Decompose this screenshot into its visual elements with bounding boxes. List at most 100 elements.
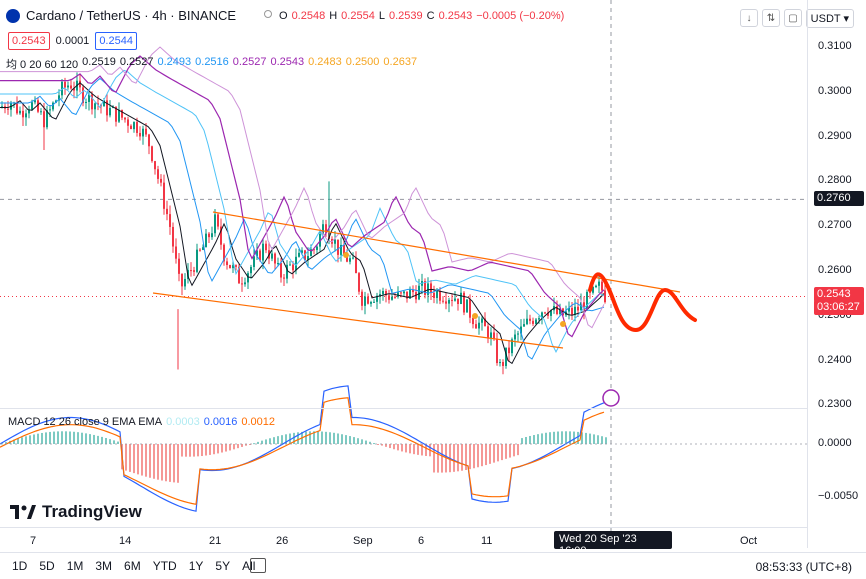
- macd-value: 0.0016: [203, 416, 238, 428]
- signal-dot: [343, 252, 349, 258]
- candle-body: [253, 256, 255, 267]
- spread-value: 0.0001: [55, 35, 90, 47]
- price-axis[interactable]: 0.3100 0.3000 0.2900 0.2800 0.2700 0.2600 0.25…: [807, 0, 866, 548]
- down-arrow-icon[interactable]: ↓: [740, 9, 758, 27]
- macd-histogram-bar: [529, 435, 531, 444]
- candle-body: [148, 134, 150, 147]
- period-3m[interactable]: 3M: [95, 559, 113, 573]
- macd-legend[interactable]: MACD 12 26 close 9 EMA EMA 0.0003 0.0016 0…: [8, 416, 275, 428]
- macd-histogram-bar: [501, 444, 503, 461]
- candle-body: [70, 85, 72, 89]
- event-flag-icon: [602, 389, 620, 407]
- status-dot-icon: [264, 10, 272, 18]
- macd-histogram-bar: [57, 431, 59, 444]
- candle-body: [256, 250, 258, 257]
- candle-body: [433, 292, 435, 298]
- time-tick-label: Sep: [353, 535, 373, 547]
- candle-body: [172, 226, 174, 247]
- candle-body: [379, 294, 381, 296]
- macd-histogram-bar: [401, 444, 403, 452]
- macd-tick-label: −0.0050: [818, 490, 859, 502]
- macd-histogram-bar: [541, 433, 543, 444]
- candle-body: [382, 290, 384, 295]
- ma60b-line: [0, 69, 605, 354]
- currency-select[interactable]: USDT ▾: [805, 9, 854, 28]
- candle-body: [598, 281, 600, 286]
- time-tick-label: 14: [119, 535, 132, 547]
- macd-histogram-bar: [37, 433, 39, 444]
- candle-body: [310, 249, 312, 257]
- candle-body: [367, 296, 369, 304]
- macd-histogram-bar: [589, 433, 591, 444]
- macd-histogram-bar: [497, 444, 499, 462]
- candle-body: [94, 103, 96, 110]
- macd-histogram-bar: [41, 432, 43, 444]
- symbol-header[interactable]: Cardano / TetherUS · 4h · BINANCE: [6, 8, 236, 23]
- period-1y[interactable]: 1Y: [188, 559, 204, 573]
- tradingview-logo[interactable]: TradingView: [10, 502, 142, 522]
- candle-body: [208, 233, 210, 238]
- period-5y[interactable]: 5Y: [215, 559, 231, 573]
- compare-icon[interactable]: ⇅: [762, 9, 780, 27]
- macd-histogram-bar: [457, 444, 459, 472]
- clock[interactable]: 08:53:33 (UTC+8): [755, 560, 852, 574]
- candle-body: [178, 258, 180, 274]
- buy-button[interactable]: 0.2544: [95, 32, 137, 50]
- period-5d[interactable]: 5D: [39, 559, 55, 573]
- candle-body: [448, 299, 450, 304]
- period-1m[interactable]: 1M: [66, 559, 84, 573]
- candle-body: [403, 291, 405, 294]
- pane-divider[interactable]: [0, 408, 807, 409]
- time-tick-label: 7: [30, 535, 37, 547]
- candle-body: [124, 117, 126, 120]
- candle-body: [214, 214, 216, 234]
- sell-button[interactable]: 0.2543: [8, 32, 50, 50]
- macd-histogram-bar: [5, 442, 7, 444]
- macd-histogram-bar: [557, 431, 559, 444]
- macd-histogram-bar: [261, 440, 263, 444]
- candle-body: [412, 289, 414, 293]
- period-6m[interactable]: 6M: [124, 559, 141, 573]
- candle-body: [571, 307, 573, 315]
- ma120-line: [0, 55, 605, 338]
- macd-histogram-bar: [509, 444, 511, 458]
- period-ytd[interactable]: YTD: [152, 559, 177, 573]
- macd-histogram-bar: [473, 444, 475, 469]
- macd-histogram-bar: [185, 444, 187, 457]
- ohlc-readout: O 0.2548 H 0.2554 L 0.2539 C 0.2543 −0.0005 …: [264, 10, 564, 22]
- candle-body: [199, 249, 201, 251]
- candle-body: [103, 100, 105, 107]
- macd-histogram-bar: [469, 444, 471, 470]
- macd-histogram-bar: [201, 444, 203, 457]
- macd-histogram-bar: [313, 431, 315, 444]
- candle-body: [400, 292, 402, 294]
- macd-histogram-bar: [333, 432, 335, 444]
- macd-histogram-bar: [133, 444, 135, 474]
- ma-legend[interactable]: 均 0 20 60 120 0.2519 0.2527 0.2493 0.2516 0.…: [6, 56, 417, 72]
- period-1d[interactable]: 1D: [12, 559, 28, 573]
- macd-histogram-bar: [145, 444, 147, 477]
- macd-value: 0.0012: [241, 416, 276, 428]
- macd-histogram-bar: [405, 444, 407, 453]
- candle-body: [175, 246, 177, 259]
- macd-histogram-bar: [209, 444, 211, 455]
- macd-histogram-bar: [601, 436, 603, 444]
- period-all[interactable]: All: [242, 559, 256, 573]
- candle-body: [601, 281, 603, 291]
- candle-body: [595, 285, 597, 288]
- maximize-icon[interactable]: ▢: [784, 9, 802, 27]
- calendar-icon[interactable]: [250, 558, 266, 573]
- candle-body: [220, 226, 222, 245]
- symbol-title[interactable]: Cardano / TetherUS · 4h · BINANCE: [26, 8, 237, 23]
- candle-body: [241, 283, 243, 285]
- time-tick-label: 6: [418, 535, 425, 547]
- candle-body: [394, 296, 396, 298]
- candle-body: [388, 295, 390, 300]
- time-axis[interactable]: 7 14 21 26 Sep 6 11 Oct: [0, 527, 807, 549]
- candle-body: [262, 243, 264, 261]
- signal-dot: [472, 313, 478, 319]
- candle-body: [532, 320, 534, 324]
- candle-body: [430, 283, 432, 293]
- macd-histogram-bar: [297, 432, 299, 444]
